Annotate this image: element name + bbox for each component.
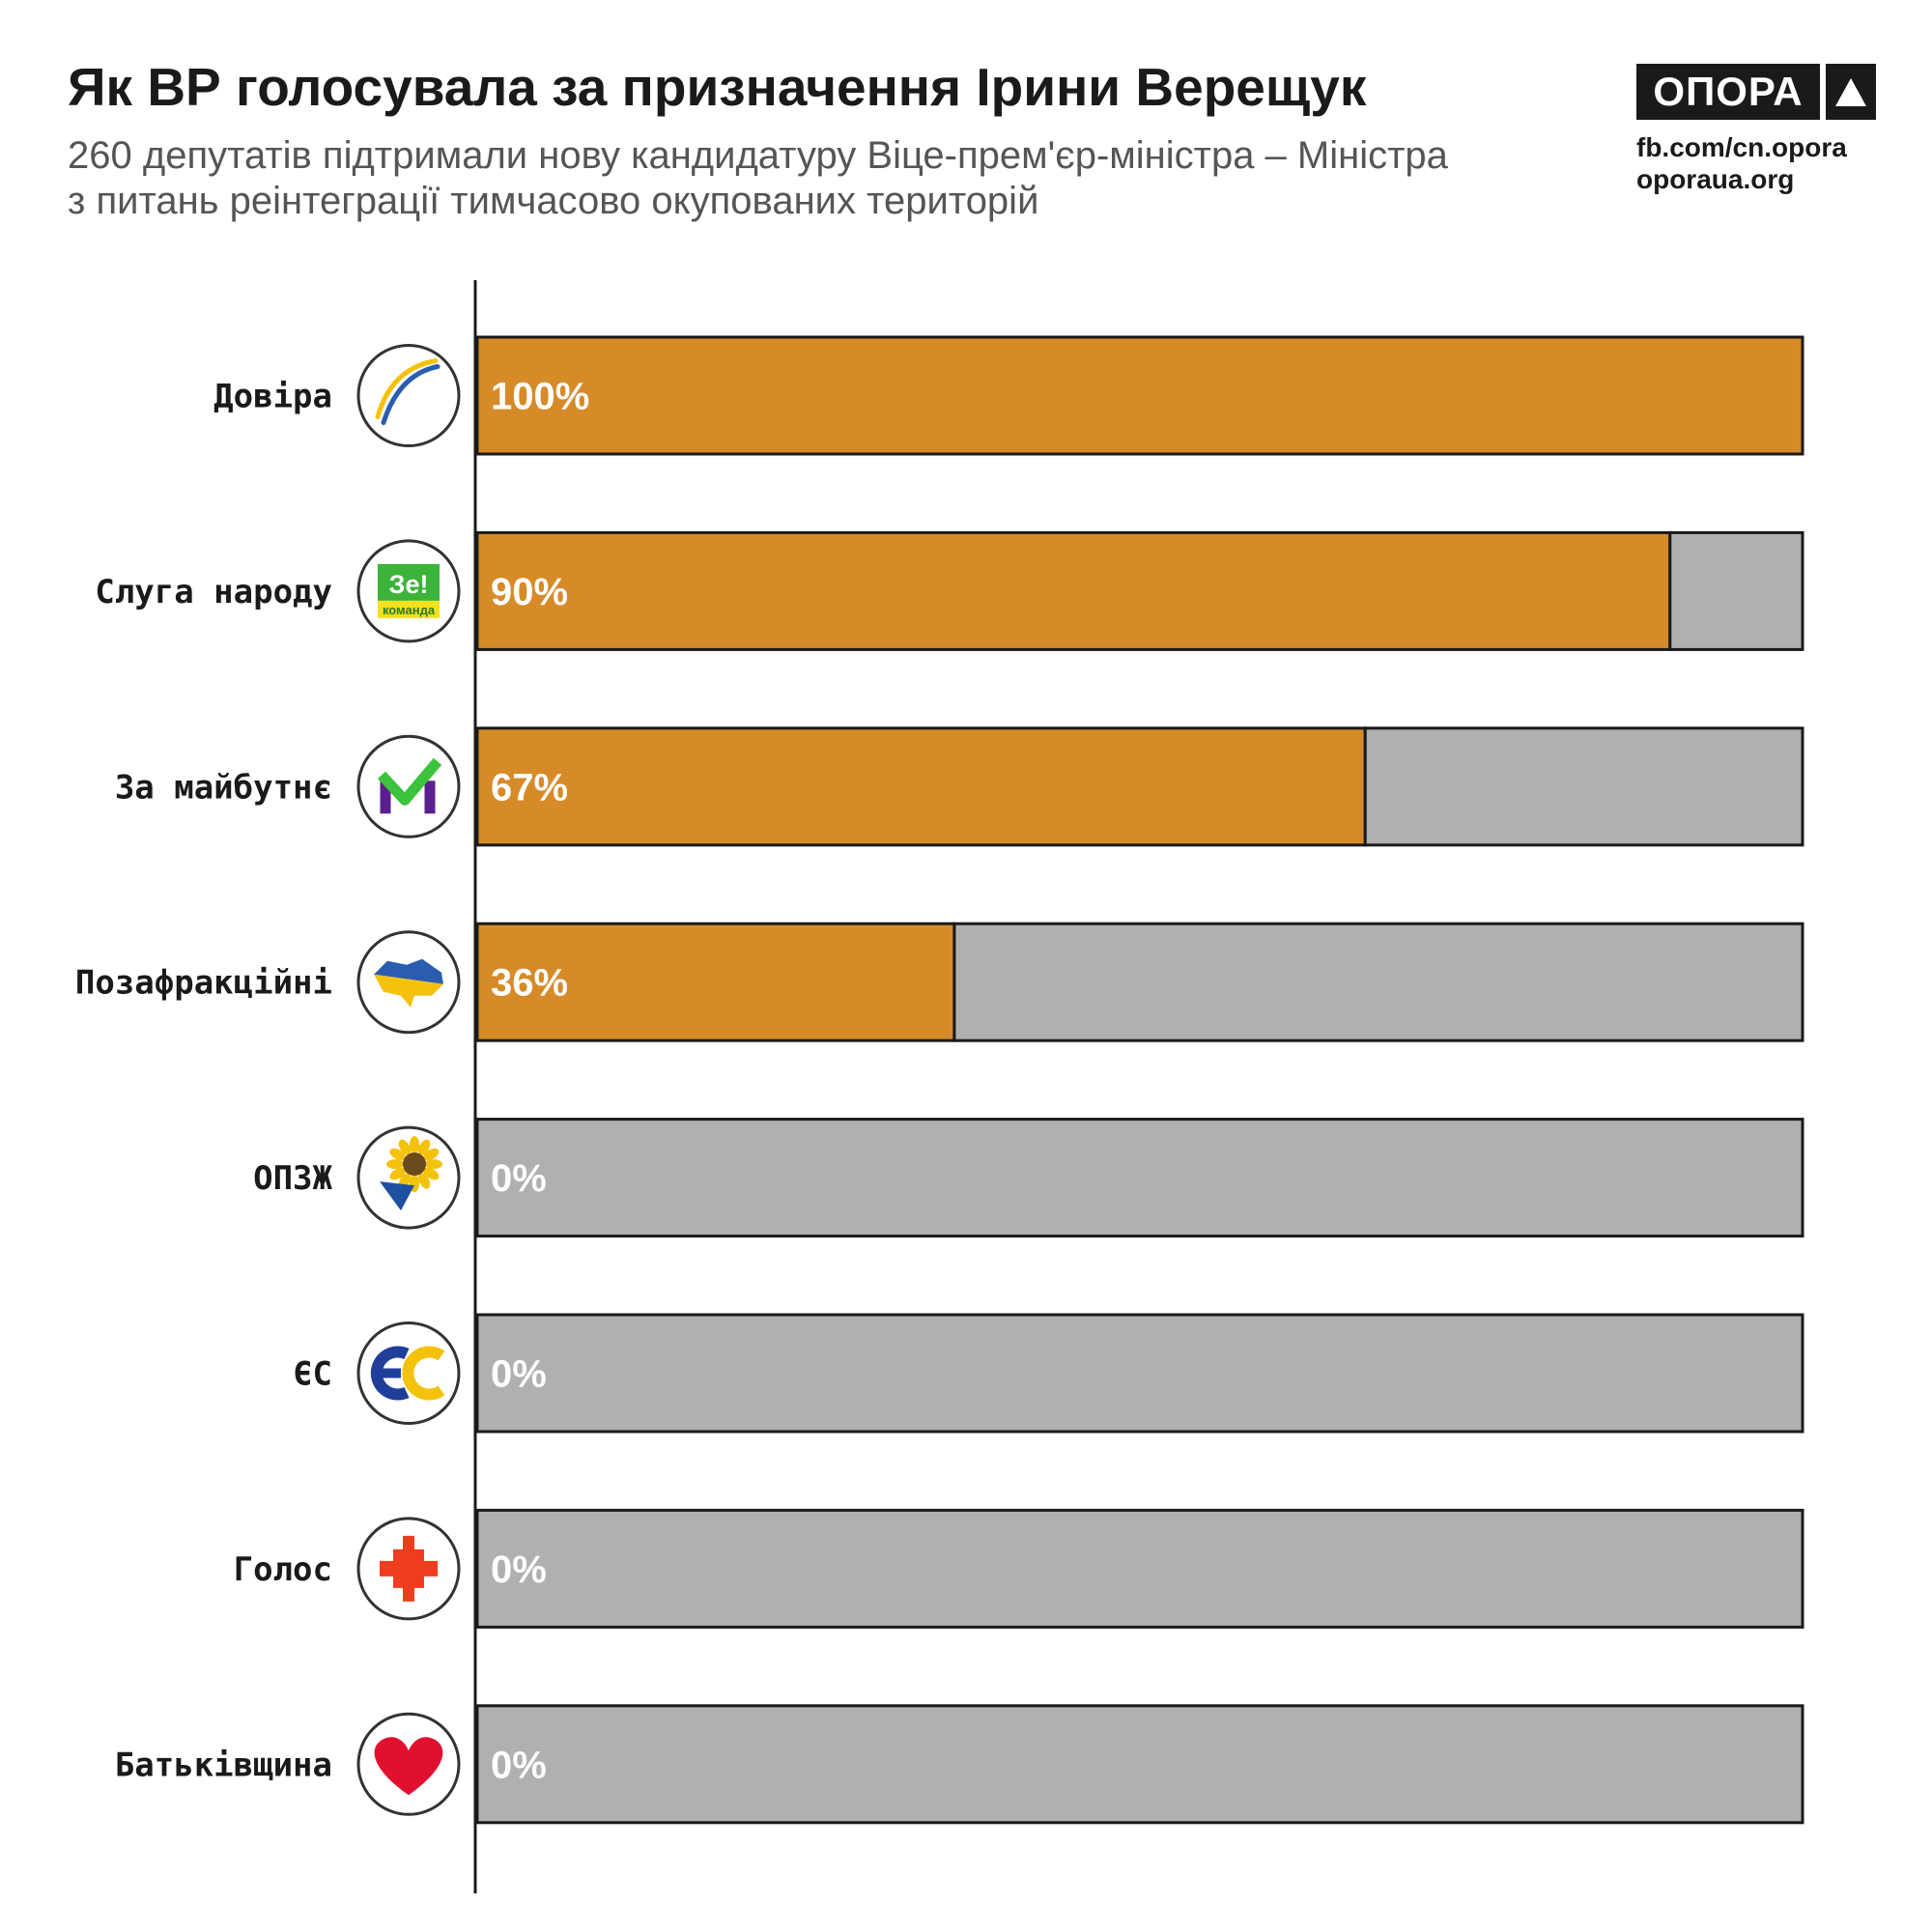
- bar-row: Голос 0%: [234, 1508, 1804, 1629]
- komanda-text: команда: [383, 603, 436, 617]
- page-subtitle: 260 депутатів підтримали нову кандидатур…: [68, 133, 1575, 224]
- value-label: 0%: [491, 1353, 547, 1396]
- brand-link-website[interactable]: oporaua.org: [1636, 164, 1795, 194]
- party-label: Голос: [234, 1550, 332, 1589]
- bar-row: Позафракційні 36%: [75, 922, 1804, 1042]
- bar-row: Довіра 100%: [213, 335, 1804, 456]
- bar-support: [475, 335, 1804, 456]
- party-label: Батьківщина: [115, 1746, 332, 1784]
- es-letters-icon: [370, 1346, 445, 1401]
- value-label: 0%: [491, 1744, 547, 1786]
- check-m-icon: [377, 757, 442, 814]
- page-title: Як ВР голосувала за призначення Ірини Ве…: [68, 57, 1367, 117]
- value-label: 0%: [491, 1548, 547, 1591]
- green-check: [377, 757, 442, 806]
- sunflower-petal: [423, 1148, 440, 1161]
- triangle-icon: [1826, 64, 1876, 120]
- party-label: ЄС: [293, 1355, 332, 1394]
- icon-circle: [356, 734, 461, 838]
- value-label: 100%: [491, 376, 589, 418]
- party-label: Довіра: [213, 378, 332, 416]
- map-yellow: [374, 974, 443, 1008]
- brand-name: ОПОРА: [1636, 64, 1820, 120]
- bar-rest: [475, 1118, 1804, 1238]
- value-label: 90%: [491, 571, 568, 613]
- bar-rest: [475, 1508, 1804, 1629]
- sunflower-petal: [389, 1167, 406, 1180]
- value-label: 0%: [491, 1157, 547, 1200]
- bar-rest: [1363, 726, 1804, 847]
- bar-row: ЄС 0%: [293, 1313, 1804, 1434]
- sunflower-petal: [417, 1173, 431, 1189]
- brand-link-facebook[interactable]: fb.com/cn.opora: [1636, 132, 1847, 162]
- bar-rest: [475, 1313, 1804, 1434]
- bird-shape: [380, 1181, 414, 1211]
- ukraine-map-icon: [374, 958, 443, 1008]
- subtitle-line-1: 260 депутатів підтримали нову кандидатур…: [68, 134, 1448, 177]
- subtitle-line-2: з питань реінтеграції тимчасово окупован…: [68, 180, 1039, 222]
- bar-row: Слуга народу Зе! команда 90%: [95, 530, 1804, 651]
- bar-rest: [475, 1704, 1804, 1825]
- letter-es: [402, 1346, 445, 1401]
- sunflower-petal: [425, 1159, 442, 1170]
- ze-text: Зе!: [389, 570, 429, 599]
- arc-blue: [381, 364, 440, 425]
- holos-shape: [380, 1535, 438, 1602]
- sunflower-petal: [410, 1136, 419, 1154]
- bar-support: [475, 726, 1367, 847]
- party-label: За майбутнє: [115, 768, 332, 807]
- holos-red-icon: [380, 1535, 438, 1602]
- dovira-arc-icon: [375, 358, 440, 425]
- sunflower-petal: [389, 1148, 406, 1161]
- bar-row: ОПЗЖ 0%: [253, 1118, 1804, 1238]
- sunflower-petal: [386, 1159, 404, 1170]
- value-label: 67%: [491, 766, 568, 809]
- letter-ye: [370, 1346, 410, 1401]
- sunflower-petal: [423, 1167, 440, 1180]
- party-label: Позафракційні: [75, 964, 332, 1003]
- bar-support: [475, 922, 956, 1042]
- sunflower-bird-icon: [380, 1136, 442, 1211]
- bar-row: За майбутнє 67%: [115, 726, 1804, 847]
- bar-rest: [952, 922, 1804, 1042]
- sunflower-center: [403, 1152, 426, 1177]
- value-label: 36%: [491, 962, 568, 1005]
- heart-icon: [374, 1737, 443, 1796]
- arc-yellow: [375, 358, 439, 419]
- heart-shape: [374, 1737, 443, 1796]
- bar-rest: [1668, 530, 1804, 651]
- brand-block: ОПОРА fb.com/cn.opora oporaua.org: [1636, 64, 1876, 195]
- sunflower-petal: [417, 1139, 431, 1155]
- bar-support: [475, 530, 1672, 651]
- bar-row: Батьківщина 0%: [115, 1704, 1804, 1825]
- party-label: ОПЗЖ: [253, 1159, 332, 1198]
- brand-logo: ОПОРА: [1636, 64, 1876, 120]
- sunflower-petal: [398, 1139, 412, 1155]
- icon-circle: [356, 344, 461, 447]
- party-label: Слуга народу: [95, 573, 332, 611]
- ze-yellow-box: [378, 600, 440, 618]
- map-blue: [374, 958, 443, 984]
- ze-green-box: [378, 563, 440, 601]
- ze-komanda-icon: Зе! команда: [378, 563, 440, 618]
